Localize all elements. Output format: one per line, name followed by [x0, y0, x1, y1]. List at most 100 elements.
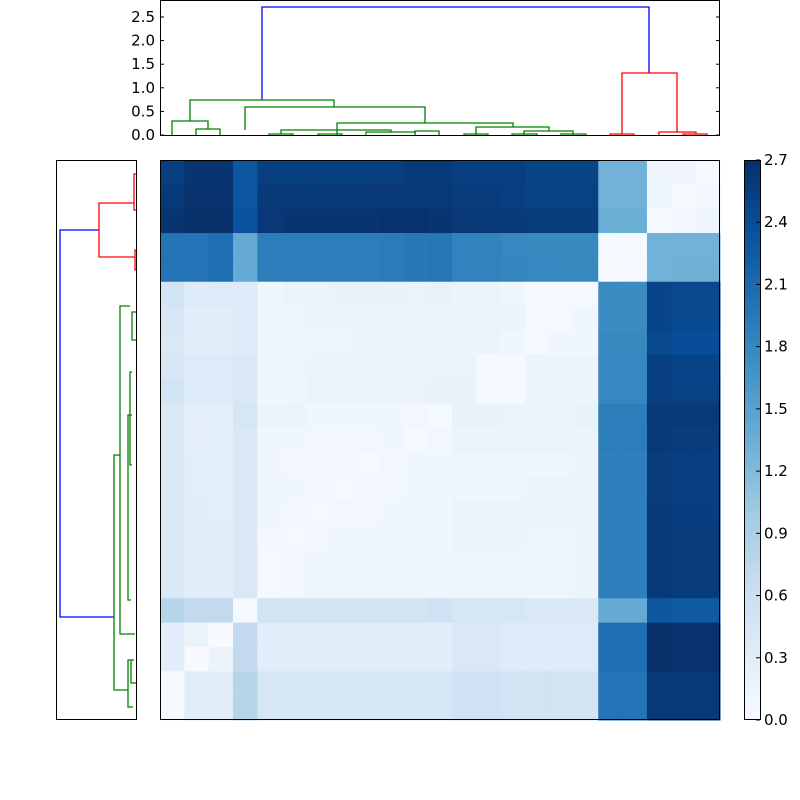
heatmap-cell: [525, 671, 551, 697]
heatmap-cell: [549, 233, 575, 258]
colorbar-tick-label: 1.8: [764, 338, 788, 356]
heatmap-cell: [573, 354, 599, 380]
colorbar: 0.0 0.3 0.6 0.9 1.2 1.5 1.8 2.1 2.4 2.7: [744, 151, 788, 729]
heatmap-cell: [695, 257, 721, 283]
heatmap-cell: [622, 184, 648, 210]
heatmap-cell: [354, 306, 380, 331]
heatmap-cell: [306, 379, 331, 404]
heatmap-cell: [598, 452, 624, 478]
heatmap-cell: [184, 695, 210, 721]
heatmap-cell: [452, 184, 478, 210]
heatmap-cell: [671, 281, 697, 307]
heatmap-cell: [184, 257, 210, 283]
heatmap-cell: [281, 525, 307, 551]
heatmap-cell: [330, 208, 356, 234]
heatmap-cell: [622, 622, 648, 648]
heatmap-cell: [257, 281, 283, 307]
heatmap-cell: [330, 646, 356, 672]
heatmap-cell: [549, 671, 575, 697]
heatmap-cell: [403, 695, 429, 721]
heatmap-cell: [354, 646, 380, 672]
heatmap-cell: [306, 257, 331, 283]
heatmap-cell: [427, 525, 453, 551]
heatmap-cell: [184, 354, 210, 380]
heatmap-cell: [500, 160, 526, 185]
heatmap-cell: [281, 549, 307, 575]
heatmap-cell: [598, 281, 624, 307]
heatmap-cell: [549, 160, 575, 185]
heatmap-cell: [330, 573, 356, 599]
top-ytick-label: 2.0: [131, 32, 155, 50]
heatmap-cell: [476, 306, 502, 331]
heatmap-cell: [233, 573, 258, 599]
heatmap-cell: [525, 573, 551, 599]
heatmap-cell: [427, 646, 453, 672]
heatmap-cell: [257, 549, 283, 575]
heatmap-cell: [379, 184, 404, 210]
heatmap-cell: [427, 598, 453, 624]
heatmap-cell: [598, 403, 624, 429]
heatmap-cell: [549, 646, 575, 672]
heatmap-cell: [208, 573, 234, 599]
heatmap-cell: [500, 500, 526, 526]
heatmap-cell: [500, 354, 526, 380]
heatmap-cell: [160, 573, 185, 599]
heatmap-cell: [671, 427, 697, 453]
heatmap-cell: [695, 671, 721, 697]
heatmap-cell: [281, 695, 307, 721]
heatmap-cell: [573, 208, 599, 234]
heatmap-cell: [671, 598, 697, 624]
heatmap-cell: [306, 403, 331, 429]
heatmap-cell: [525, 257, 551, 283]
heatmap-cell: [500, 233, 526, 258]
heatmap-cell: [208, 306, 234, 331]
heatmap-cell: [573, 671, 599, 697]
heatmap-cell: [281, 598, 307, 624]
heatmap-cell: [525, 598, 551, 624]
heatmap-cell: [622, 695, 648, 721]
heatmap-cell: [500, 671, 526, 697]
heatmap-cell: [257, 379, 283, 404]
top-ytick-label: 1.0: [131, 79, 155, 97]
heatmap-cell: [695, 184, 721, 210]
heatmap-cell: [671, 452, 697, 478]
heatmap-cell: [622, 573, 648, 599]
heatmap-cell: [573, 452, 599, 478]
heatmap-cell: [646, 257, 672, 283]
heatmap-cell: [500, 476, 526, 502]
heatmap-cell: [452, 452, 478, 478]
heatmap-cell: [646, 695, 672, 721]
heatmap-cell: [184, 671, 210, 697]
heatmap-cell: [160, 306, 185, 331]
heatmap-cell: [233, 403, 258, 429]
heatmap-cell: [379, 330, 404, 356]
heatmap-cell: [306, 549, 331, 575]
heatmap-cell: [233, 452, 258, 478]
heatmap-cell: [452, 525, 478, 551]
heatmap-cell: [257, 598, 283, 624]
top-dendrogram-y-axis: 0.0 0.5 1.0 1.5 2.0 2.5: [131, 8, 720, 144]
heatmap-cell: [476, 257, 502, 283]
heatmap-cell: [160, 525, 185, 551]
heatmap-cell: [330, 500, 356, 526]
heatmap-cell: [598, 598, 624, 624]
heatmap-cell: [573, 573, 599, 599]
top-dendrogram: 0.0 0.5 1.0 1.5 2.0 2.5: [131, 0, 720, 144]
heatmap-cell: [160, 671, 185, 697]
heatmap-cell: [622, 646, 648, 672]
heatmap-cell: [646, 622, 672, 648]
colorbar-tick-label: 0.9: [764, 524, 788, 542]
heatmap-cell: [427, 622, 453, 648]
heatmap-cell: [452, 208, 478, 234]
heatmap-cell: [573, 403, 599, 429]
heatmap-cell: [525, 208, 551, 234]
heatmap-cell: [452, 695, 478, 721]
heatmap-cell: [500, 622, 526, 648]
heatmap-cell: [208, 452, 234, 478]
colorbar-tick-label: 0.6: [764, 587, 788, 605]
heatmap-cell: [281, 671, 307, 697]
heatmap-cell: [160, 427, 185, 453]
heatmap-cell: [452, 257, 478, 283]
heatmap-cell: [646, 184, 672, 210]
